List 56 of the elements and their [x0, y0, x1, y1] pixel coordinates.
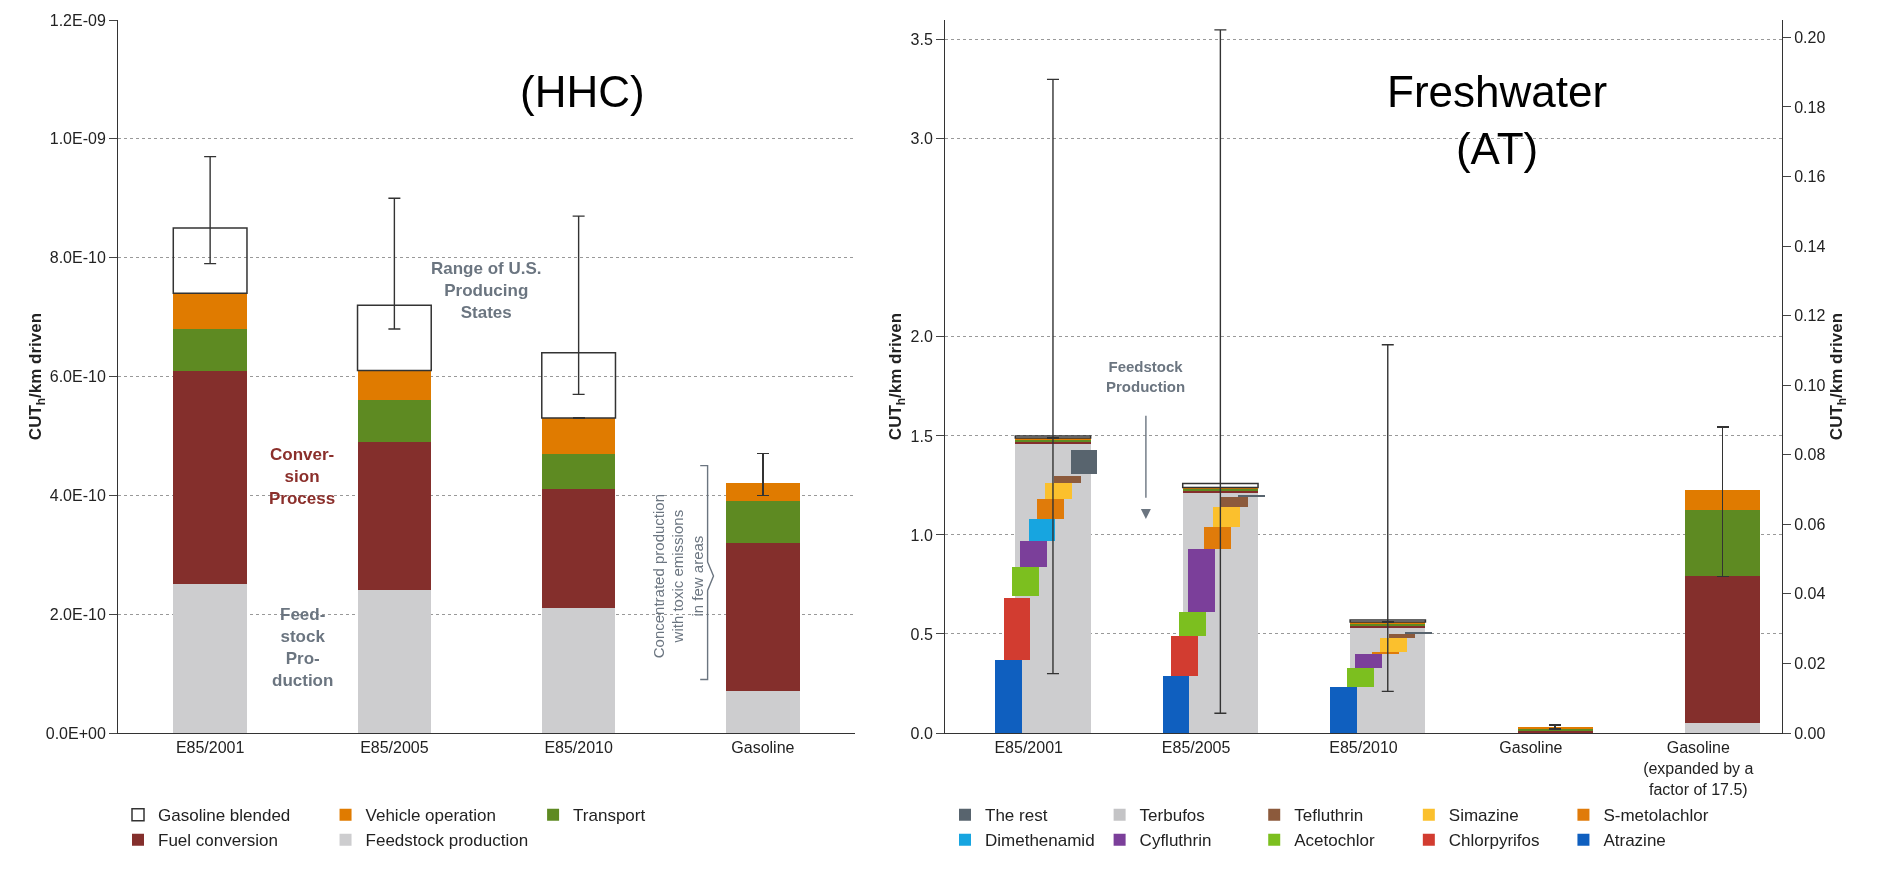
- y2-tick-label: 0.14: [1794, 237, 1826, 255]
- legend-label: Acetochlor: [1294, 831, 1375, 851]
- y2-tick-label: 0.08: [1794, 446, 1826, 464]
- x-tick-label: Gasoline: [1499, 739, 1563, 757]
- y-tick-label: 0.0: [910, 724, 933, 742]
- y-tick-label: 1.0E-09: [49, 130, 106, 148]
- annotation: Feed- stock Pro- duction: [272, 605, 334, 691]
- annotation: Concentrated production with toxic emissions in few areas: [649, 493, 706, 659]
- y-tick-label: 3.5: [910, 31, 933, 49]
- legend-label: Transport: [573, 806, 646, 826]
- legend-label: Chlorpyrifos: [1448, 831, 1540, 851]
- legend-label: Vehicle operation: [365, 806, 496, 826]
- legend-label: Simazine: [1448, 806, 1519, 826]
- x-tick-label: E85/2005: [360, 739, 429, 757]
- y2-tick-label: 0.06: [1794, 515, 1826, 533]
- y-tick-label: 2.0: [910, 328, 933, 346]
- y-tick-label: 2.0E-10: [49, 605, 106, 623]
- y-tick-label: 6.0E-10: [49, 368, 106, 386]
- y-tick-label: 0.0E+00: [45, 724, 106, 742]
- x-tick-label: Gasoline (expanded by a factor of 17.5): [1643, 739, 1754, 798]
- y2-tick-label: 0.04: [1794, 585, 1826, 603]
- annotation: (HHC): [520, 67, 645, 116]
- annotation: Feedstock Production: [1106, 358, 1186, 395]
- legend-label: Dimethenamid: [985, 831, 1095, 851]
- legend-label: S-metolachlor: [1603, 806, 1709, 826]
- y2-tick-label: 0.02: [1794, 655, 1826, 673]
- x-tick-label: E85/2010: [544, 739, 613, 757]
- legend-label: The rest: [985, 806, 1048, 826]
- legend-label: Feedstock production: [365, 831, 529, 851]
- x-tick-label: E85/2001: [175, 739, 245, 757]
- annotation: Conver- sion Process: [269, 445, 336, 509]
- y-tick-label: 1.5: [910, 427, 933, 445]
- y2-tick-label: 0.12: [1794, 307, 1826, 325]
- y2-tick-label: 0.16: [1794, 168, 1826, 186]
- x-tick-label: E85/2001: [994, 739, 1064, 757]
- legend-label: Tefluthrin: [1294, 806, 1364, 826]
- x-tick-label: Gasoline: [731, 739, 795, 757]
- x-tick-label: E85/2010: [1329, 739, 1398, 757]
- y-tick-label: 4.0E-10: [49, 486, 106, 504]
- annotation: Freshwater (AT): [1387, 67, 1608, 174]
- y2-tick-label: 0.18: [1794, 98, 1826, 116]
- legend-label: Terbufos: [1139, 806, 1205, 826]
- legend-label: Atrazine: [1603, 831, 1666, 851]
- y-tick-label: 8.0E-10: [49, 249, 106, 267]
- y2-tick-label: 0.10: [1794, 376, 1826, 394]
- legend-label: Fuel conversion: [158, 831, 279, 851]
- y2-tick-label: 0.20: [1794, 28, 1826, 46]
- y-tick-label: 0.5: [910, 625, 933, 643]
- y-tick-label: 1.0: [910, 526, 933, 544]
- x-tick-label: E85/2005: [1161, 739, 1231, 757]
- y2-tick-label: 0.00: [1794, 724, 1826, 742]
- annotation: Range of U.S. Producing States: [431, 259, 542, 323]
- y-tick-label: 3.0: [910, 130, 933, 148]
- legend-label: Cyfluthrin: [1139, 831, 1212, 851]
- legend-label: Gasoline blended: [158, 806, 291, 826]
- y-tick-label: 1.2E-09: [49, 11, 106, 29]
